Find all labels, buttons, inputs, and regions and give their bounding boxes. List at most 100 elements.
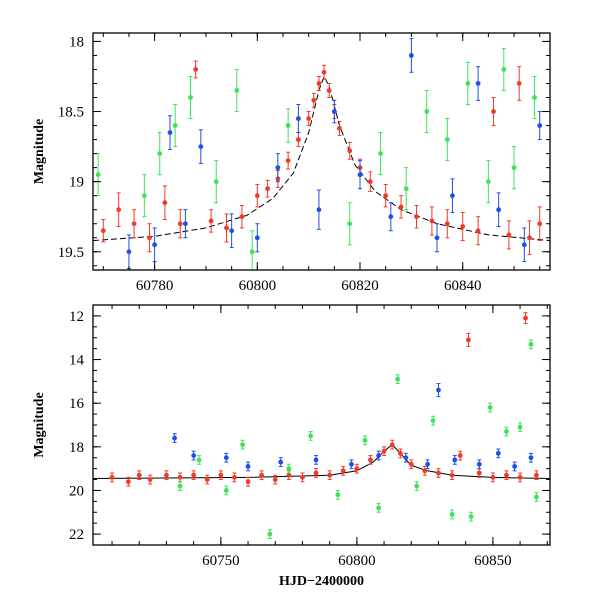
data-point-blue	[408, 53, 414, 58]
data-point-blue	[528, 455, 534, 461]
data-point-green	[533, 494, 539, 500]
data-point-red	[414, 214, 419, 220]
data-point-red	[177, 221, 183, 227]
data-point-red	[164, 472, 169, 478]
data-point-green	[444, 137, 450, 142]
data-point-green	[528, 341, 534, 347]
data-point-green	[430, 418, 436, 424]
data-point-green	[487, 405, 493, 410]
data-point-red	[527, 235, 532, 241]
data-point-red	[272, 477, 278, 482]
data-point-green	[157, 151, 163, 157]
y-tick-label: 20	[69, 483, 84, 499]
data-point-green	[188, 95, 193, 100]
data-point-red	[224, 225, 229, 231]
data-point-red	[354, 466, 360, 472]
data-point-red	[533, 472, 539, 478]
data-point-red	[100, 228, 106, 234]
x-tick-label: 60780	[136, 278, 174, 294]
data-point-blue	[191, 453, 197, 458]
data-point-red	[457, 453, 463, 458]
data-point-red	[389, 442, 395, 448]
data-point-green	[362, 437, 368, 443]
data-point-red	[429, 218, 435, 224]
data-point-red	[465, 337, 471, 343]
data-point-red	[177, 474, 183, 480]
data-point-red	[191, 472, 197, 478]
data-point-blue	[278, 459, 284, 465]
data-point-blue	[450, 193, 455, 199]
data-point-red	[422, 468, 428, 474]
x-axis-label: HJD−2400000	[279, 574, 364, 589]
x-tick-label: 60840	[444, 278, 482, 294]
data-point-red	[136, 472, 142, 478]
data-point-red	[368, 457, 373, 463]
y-tick-label: 22	[69, 527, 84, 543]
data-point-red	[218, 472, 224, 478]
data-point-red	[316, 81, 322, 86]
data-point-green	[223, 488, 229, 493]
data-point-red	[491, 109, 496, 114]
data-point-red	[300, 474, 305, 480]
data-point-red	[254, 193, 260, 199]
data-point-blue	[403, 455, 409, 461]
data-point-blue	[245, 464, 251, 469]
data-point-red	[537, 221, 543, 227]
data-point-red	[116, 207, 122, 213]
data-point-green	[468, 514, 474, 520]
data-point-green	[285, 123, 291, 128]
model-curve	[93, 75, 550, 242]
data-point-blue	[254, 235, 260, 241]
data-point-red	[147, 477, 153, 482]
data-point-red	[340, 468, 346, 474]
data-point-green	[286, 466, 292, 472]
data-point-blue	[331, 109, 337, 114]
data-point-green	[532, 95, 537, 100]
data-point-blue	[425, 461, 430, 467]
data-point-green	[347, 221, 353, 227]
data-point-red	[517, 474, 523, 480]
data-point-green	[335, 492, 341, 498]
data-point-green	[511, 165, 517, 171]
x-tick-label: 60750	[202, 553, 240, 569]
x-tick-label: 60850	[474, 553, 512, 569]
data-point-green	[177, 483, 183, 489]
data-point-blue	[476, 461, 482, 467]
data-point-red	[245, 479, 251, 485]
data-point-blue	[198, 144, 204, 149]
data-point-blue	[475, 81, 481, 86]
data-point-blue	[376, 453, 382, 458]
data-point-red	[383, 193, 389, 199]
data-point-green	[267, 531, 273, 537]
data-point-blue	[223, 455, 229, 461]
y-tick-label: 18	[69, 34, 84, 50]
data-point-red	[286, 472, 292, 478]
data-point-red	[476, 470, 482, 476]
data-point-blue	[167, 130, 173, 135]
data-point-blue	[495, 450, 501, 456]
data-point-red	[347, 148, 353, 154]
data-point-green	[196, 457, 202, 463]
data-point-red	[398, 204, 404, 210]
data-point-green	[449, 512, 455, 517]
data-point-blue	[521, 242, 527, 248]
data-point-red	[162, 200, 168, 206]
data-point-red	[232, 474, 237, 480]
data-point-blue	[126, 249, 132, 255]
data-point-blue	[496, 207, 502, 213]
data-point-blue	[316, 207, 322, 213]
data-point-green	[414, 483, 420, 489]
data-point-red	[460, 224, 466, 229]
data-point-blue	[152, 242, 158, 248]
data-point-red	[208, 218, 214, 224]
x-tick-label: 60800	[338, 553, 376, 569]
data-point-red	[239, 214, 245, 220]
data-point-green	[95, 172, 101, 178]
data-point-green	[240, 442, 246, 448]
zoom-panel: 60780 60800 60820 60840 18 18.5 19 19.5 Magnitud…	[32, 32, 551, 294]
data-point-blue	[172, 435, 178, 441]
data-point-red	[131, 221, 137, 227]
data-point-blue	[295, 116, 301, 121]
